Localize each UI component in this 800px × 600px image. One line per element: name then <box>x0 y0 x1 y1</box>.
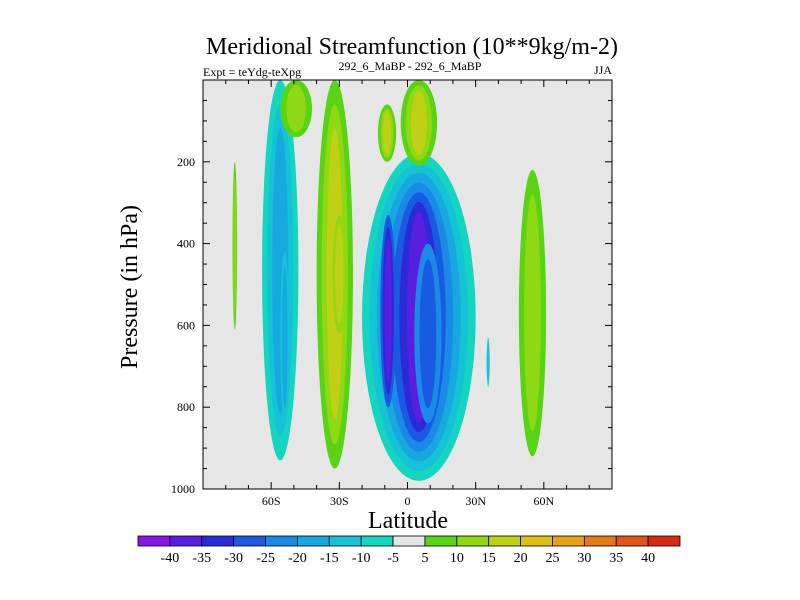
colorbar-label: 25 <box>545 551 559 566</box>
x-axis-label: Latitude <box>368 508 448 534</box>
colorbar-swatch <box>583 535 617 547</box>
colorbar-swatch <box>265 535 298 547</box>
colorbar-swatch <box>552 535 585 547</box>
colorbar-label: -5 <box>387 551 399 566</box>
contour-tropical-core-north-level--25 <box>419 259 437 408</box>
x-tick-label: 30N <box>465 494 486 508</box>
colorbar-swatch <box>615 535 649 547</box>
colorbar-swatch <box>456 535 490 547</box>
y-tick-label: 400 <box>177 237 195 251</box>
colorbar-swatch <box>647 535 681 547</box>
plot-area: 60S 30S 0 30N 60N 200 400 600 800 1000 <box>171 79 613 508</box>
colorbar-label: -35 <box>192 551 211 566</box>
colorbar-label: -25 <box>256 551 275 566</box>
y-tick-label: 800 <box>177 400 195 414</box>
x-tick-label: 60N <box>533 494 554 508</box>
colorbar-swatch <box>137 535 171 547</box>
x-tick-label: 60S <box>262 494 281 508</box>
chart-title: Meridional Streamfunction (10**9kg/m-2) <box>206 34 618 60</box>
y-tick-label: 1000 <box>171 482 195 496</box>
season-label: JJA <box>594 63 612 77</box>
colorbar-swatch <box>392 535 426 547</box>
contour-upper-trop-cell-south-level-10 <box>286 84 306 133</box>
colorbar-label: 20 <box>514 551 528 566</box>
colorbar-label: 5 <box>421 551 428 566</box>
contour-regions <box>232 80 547 481</box>
colorbar-label: -20 <box>288 551 307 566</box>
colorbar-label: 30 <box>577 551 591 566</box>
y-axis-label: Pressure (in hPa) <box>117 205 143 369</box>
x-axis-ticks: 60S 30S 0 30N 60N <box>225 80 590 508</box>
x-tick-label: 0 <box>405 494 411 508</box>
y-tick-label: 600 <box>177 318 195 332</box>
contour-stratospheric-cell-a-level-15 <box>383 111 392 155</box>
chart-subtitle: 292_6_MaBP - 292_6_MaBP <box>339 59 482 73</box>
colorbar-label: -40 <box>161 551 180 566</box>
colorbar-swatch <box>201 535 235 547</box>
colorbar-label: 10 <box>450 551 464 566</box>
colorbar-swatch <box>488 535 521 547</box>
contour-tropical-core-south-level--35 <box>384 238 392 384</box>
colorbar-swatch <box>297 535 330 547</box>
colorbar-label: -15 <box>320 551 339 566</box>
colorbar-label: -10 <box>352 551 371 566</box>
y-axis-ticks: 200 400 600 800 1000 <box>171 99 612 496</box>
colorbar-label: 15 <box>482 551 496 566</box>
colorbar-label: -30 <box>224 551 243 566</box>
experiment-label: Expt = teYdg-teXpg <box>203 65 301 79</box>
contour-subtropical-south-core-level-15 <box>335 225 344 324</box>
colorbar-swatch <box>169 535 203 547</box>
contour-small-north-sliver-level--10 <box>486 341 490 383</box>
contour-south-polar-edge-cell-level-10 <box>233 176 237 315</box>
x-tick-label: 30S <box>330 494 349 508</box>
colorbar-swatch <box>424 535 458 547</box>
y-tick-label: 200 <box>177 155 195 169</box>
colorbar-label: 35 <box>609 551 623 566</box>
colorbar-swatch <box>360 535 394 547</box>
contour-northern-ferrel-cell-level-10 <box>524 194 541 432</box>
contour-southern-cell-core-level--15 <box>282 266 288 409</box>
contour-stratospheric-cell-b-level-15 <box>410 90 427 156</box>
colorbar-swatch <box>233 535 266 547</box>
colorbar: -40 -35 -30 -25 -20 -15 -10 -5 5 10 15 20 25 30 35 40 <box>137 535 681 566</box>
colorbar-label: 40 <box>641 551 655 566</box>
colorbar-swatch <box>328 535 362 547</box>
colorbar-swatch <box>520 535 553 547</box>
